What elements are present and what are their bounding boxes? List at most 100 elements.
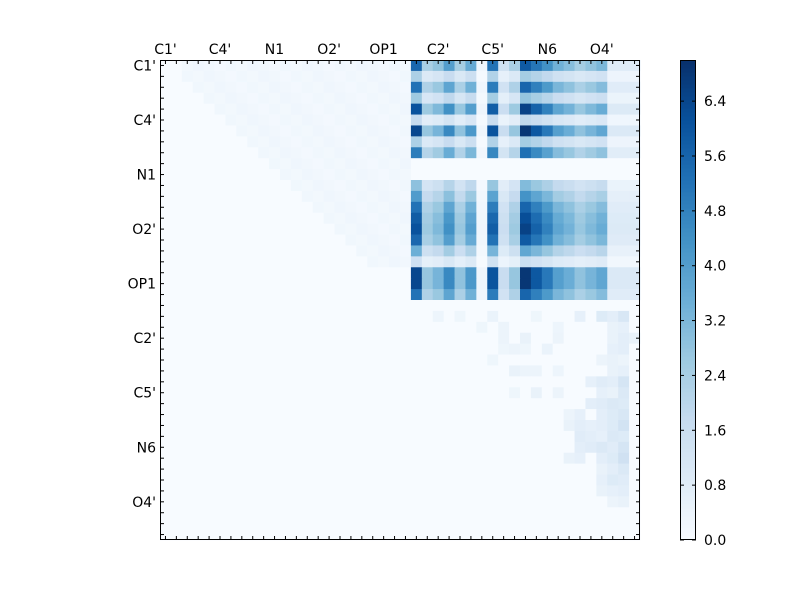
heatmap-cell xyxy=(367,81,379,94)
heatmap-cell xyxy=(356,441,368,454)
heatmap-cell xyxy=(389,256,401,268)
heatmap-cell xyxy=(421,441,434,454)
heatmap-cell xyxy=(552,223,565,235)
heatmap-cell xyxy=(443,387,455,399)
heatmap-cell xyxy=(301,300,314,312)
heatmap-cell xyxy=(170,212,183,225)
heatmap-cell xyxy=(247,136,259,148)
heatmap-cell xyxy=(596,332,608,345)
heatmap-cell xyxy=(160,169,172,181)
heatmap-cell xyxy=(378,245,390,257)
colorbar-segment xyxy=(680,344,696,349)
heatmap-cell xyxy=(563,452,575,465)
colorbar-segment xyxy=(680,400,696,405)
heatmap-cell xyxy=(378,147,390,159)
heatmap-cell xyxy=(389,92,401,105)
y-tick-label: C1' xyxy=(133,59,156,75)
heatmap-cell xyxy=(541,496,554,508)
colorbar-segment xyxy=(680,328,696,333)
heatmap-cell xyxy=(454,81,466,94)
heatmap-cell xyxy=(312,60,325,72)
heatmap-cell xyxy=(181,343,194,355)
heatmap-cell xyxy=(476,278,488,290)
heatmap-cell xyxy=(520,289,532,301)
heatmap-cell xyxy=(367,452,379,465)
heatmap-cell xyxy=(520,463,532,475)
heatmap-cell xyxy=(400,256,412,268)
heatmap-cell xyxy=(301,256,314,268)
heatmap-cell xyxy=(530,398,543,410)
colorbar-segment xyxy=(680,72,696,77)
heatmap-cell xyxy=(563,289,575,301)
heatmap-cell xyxy=(410,147,423,159)
heatmap-cell xyxy=(334,169,346,181)
heatmap-cell xyxy=(160,125,172,137)
heatmap-cell xyxy=(356,190,368,203)
heatmap-cell xyxy=(400,147,412,159)
heatmap-cell xyxy=(629,518,641,530)
heatmap-cell xyxy=(443,60,455,72)
heatmap-cell xyxy=(530,507,543,519)
heatmap-cell xyxy=(509,420,521,432)
heatmap-cell xyxy=(312,387,325,399)
heatmap-cell xyxy=(509,474,521,486)
heatmap-cell xyxy=(269,452,281,465)
y-tick-label: C2' xyxy=(133,331,156,347)
heatmap-cell xyxy=(280,365,292,377)
colorbar-segment xyxy=(680,116,696,121)
heatmap-cell xyxy=(487,267,499,279)
heatmap-cell xyxy=(367,332,379,345)
heatmap-cell xyxy=(552,267,565,279)
heatmap-cell xyxy=(236,267,248,279)
heatmap-cell xyxy=(269,420,281,432)
heatmap-cell xyxy=(476,125,488,137)
heatmap-cell xyxy=(618,332,630,345)
heatmap-cell xyxy=(214,365,226,377)
heatmap-cell xyxy=(585,245,597,257)
heatmap-cell xyxy=(280,125,292,137)
heatmap-cell xyxy=(181,441,194,454)
heatmap-cell xyxy=(160,420,172,432)
heatmap-cell xyxy=(367,114,379,126)
heatmap-cell xyxy=(432,518,445,530)
heatmap-cell xyxy=(334,147,346,159)
heatmap-cell xyxy=(498,398,510,410)
heatmap-cell xyxy=(334,343,346,355)
heatmap-ticks xyxy=(160,60,640,540)
heatmap-cell xyxy=(170,300,183,312)
heatmap-cell xyxy=(192,278,205,290)
heatmap-cell xyxy=(389,463,401,475)
heatmap-cell xyxy=(607,158,619,170)
heatmap-cell xyxy=(421,365,434,377)
heatmap-cell xyxy=(454,223,466,235)
heatmap-cell xyxy=(629,190,641,203)
heatmap-cell xyxy=(160,441,172,454)
heatmap-cell xyxy=(312,81,325,94)
heatmap-cell xyxy=(607,278,619,290)
heatmap-cell xyxy=(356,278,368,290)
heatmap-cell xyxy=(203,452,215,465)
heatmap-cell xyxy=(476,332,488,345)
heatmap-cell xyxy=(203,223,215,235)
heatmap-cell xyxy=(607,474,619,486)
heatmap-cell xyxy=(530,201,543,214)
heatmap-cell xyxy=(181,409,194,421)
heatmap-cell xyxy=(530,430,543,443)
heatmap-cell xyxy=(269,147,281,159)
heatmap-cell xyxy=(596,485,608,497)
heatmap-cell xyxy=(225,463,237,475)
heatmap-cell xyxy=(367,234,379,246)
heatmap-cell xyxy=(618,376,630,388)
heatmap-cell xyxy=(454,245,466,257)
heatmap-cell xyxy=(334,332,346,345)
heatmap-cell xyxy=(421,289,434,301)
heatmap-cell xyxy=(236,212,248,225)
heatmap-cell xyxy=(389,452,401,465)
colorbar-segment xyxy=(680,376,696,381)
heatmap-cell xyxy=(574,398,586,410)
heatmap-cell xyxy=(530,343,543,355)
heatmap-cell xyxy=(585,507,597,519)
heatmap-cell xyxy=(345,518,357,530)
heatmap-cell xyxy=(247,343,259,355)
heatmap-cell xyxy=(356,518,368,530)
